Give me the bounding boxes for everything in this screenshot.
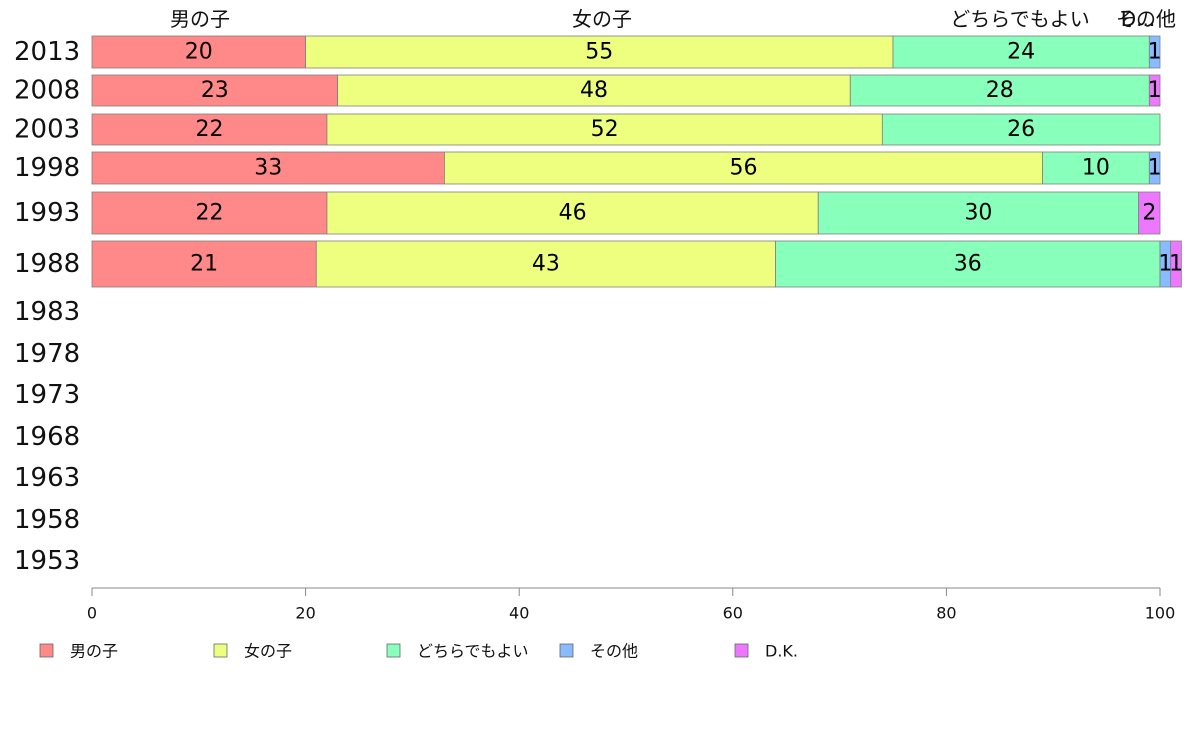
x-axis: 0 20 40 60 80 100 (87, 587, 1176, 623)
year-label-2003: 2003 (14, 115, 80, 145)
x-tick-label-80: 80 (936, 604, 956, 623)
column-label-0: 男の子 (170, 7, 230, 31)
value-label-1993-series-4: 2 (1142, 201, 1156, 226)
bar-2003-series-1 (326, 113, 883, 146)
bar-2013-series-0 (91, 35, 307, 69)
x-tick-label-100: 100 (1145, 604, 1176, 623)
value-label-2013-series-2: 24 (1007, 40, 1035, 65)
x-tick-label-60: 60 (723, 604, 743, 623)
x-tick-label-0: 0 (87, 604, 97, 623)
bar-1998-series-3 (1148, 151, 1161, 185)
value-label-1988-series-3: 1 (1158, 252, 1172, 277)
value-label-1998-series-1: 56 (729, 156, 757, 181)
year-label-1953: 1953 (14, 546, 80, 576)
column-label-3: その他 (1116, 7, 1176, 31)
bar-1988-series-1 (315, 240, 776, 288)
value-label-1993-series-1: 46 (559, 201, 587, 226)
year-label-2013: 2013 (14, 37, 80, 67)
value-label-2003-series-1: 52 (591, 117, 619, 142)
value-label-2013-series-3: 1 (1148, 40, 1162, 65)
column-labels: 男の子 女の子 どちらでもよい その他D... (170, 7, 1176, 31)
bar-2008-series-2 (849, 74, 1150, 107)
value-label-1998-series-2: 10 (1082, 156, 1110, 181)
value-label-2008-series-0: 23 (201, 78, 229, 103)
legend: 男の子 女の子 どちらでもよい その他 D.K. (39, 642, 798, 661)
bar-2008-series-4 (1148, 74, 1161, 107)
year-label-1993: 1993 (14, 198, 80, 228)
year-label-1958: 1958 (14, 505, 80, 535)
legend-swatch-0 (39, 643, 54, 658)
value-label-1993-series-0: 22 (195, 201, 223, 226)
year-label-1978: 1978 (14, 339, 80, 369)
legend-label-0: 男の子 (70, 642, 118, 661)
year-labels: 2013 2008 2003 1998 1993 1988 1983 1978 1973 1968… (14, 37, 80, 576)
value-label-1988-series-1: 43 (532, 252, 560, 277)
value-label-1993-series-2: 30 (964, 201, 992, 226)
bar-1988-series-0 (91, 240, 317, 288)
bars: 20 55 24 1 23 48 28 1 22 52 26 33 56 10 1 22 46 30 2 21 43 36… (91, 35, 1183, 288)
value-label-1998-series-0: 33 (254, 156, 282, 181)
bar-2013-series-2 (892, 35, 1150, 69)
column-label-2: どちらでもよい (950, 7, 1089, 31)
legend-swatch-2 (386, 643, 401, 658)
bar-1998-series-2 (1042, 151, 1150, 185)
bar-1998-series-0 (91, 151, 445, 185)
value-label-2013-series-0: 20 (185, 40, 213, 65)
bar-2013-series-1 (305, 35, 894, 69)
legend-label-1: 女の子 (244, 642, 292, 661)
bar-2003-series-2 (881, 113, 1161, 146)
year-label-1963: 1963 (14, 463, 80, 493)
year-label-1973: 1973 (14, 380, 80, 410)
value-label-2008-series-1: 48 (580, 78, 608, 103)
year-label-1968: 1968 (14, 422, 80, 452)
bar-2008-series-1 (337, 74, 851, 107)
x-tick-label-20: 20 (295, 604, 315, 623)
legend-label-4: D.K. (765, 642, 798, 661)
value-label-1988-series-2: 36 (954, 252, 982, 277)
bar-1993-series-2 (817, 191, 1140, 235)
value-label-2003-series-2: 26 (1007, 117, 1035, 142)
value-label-2008-series-4: 1 (1148, 78, 1162, 103)
bar-1993-series-1 (326, 191, 819, 235)
year-label-1988: 1988 (14, 249, 80, 279)
bar-2013-series-3 (1148, 35, 1161, 69)
bar-1988-series-2 (775, 240, 1161, 288)
legend-swatch-1 (213, 643, 228, 658)
bar-2003-series-0 (91, 113, 328, 146)
value-label-2008-series-2: 28 (986, 78, 1014, 103)
bar-1993-series-4 (1138, 191, 1161, 235)
value-label-1988-series-0: 21 (190, 252, 218, 277)
legend-label-3: その他 (590, 642, 638, 661)
value-label-2013-series-1: 55 (585, 40, 613, 65)
year-label-1998: 1998 (14, 153, 80, 183)
value-label-1988-series-4: 1 (1169, 252, 1183, 277)
legend-label-2: どちらでもよい (417, 642, 529, 661)
bar-1998-series-1 (444, 151, 1043, 185)
year-label-1983: 1983 (14, 297, 80, 327)
x-tick-label-40: 40 (509, 604, 529, 623)
year-label-2008: 2008 (14, 76, 80, 106)
bar-1993-series-0 (91, 191, 328, 235)
column-label-1: 女の子 (572, 7, 632, 31)
value-label-2003-series-0: 22 (195, 117, 223, 142)
legend-swatch-3 (559, 643, 574, 658)
legend-swatch-4 (734, 643, 749, 658)
bar-2008-series-0 (91, 74, 339, 107)
bar-1988-series-4 (1170, 240, 1182, 288)
column-label-4: D... (1121, 7, 1155, 31)
value-label-1998-series-3: 1 (1148, 156, 1162, 181)
